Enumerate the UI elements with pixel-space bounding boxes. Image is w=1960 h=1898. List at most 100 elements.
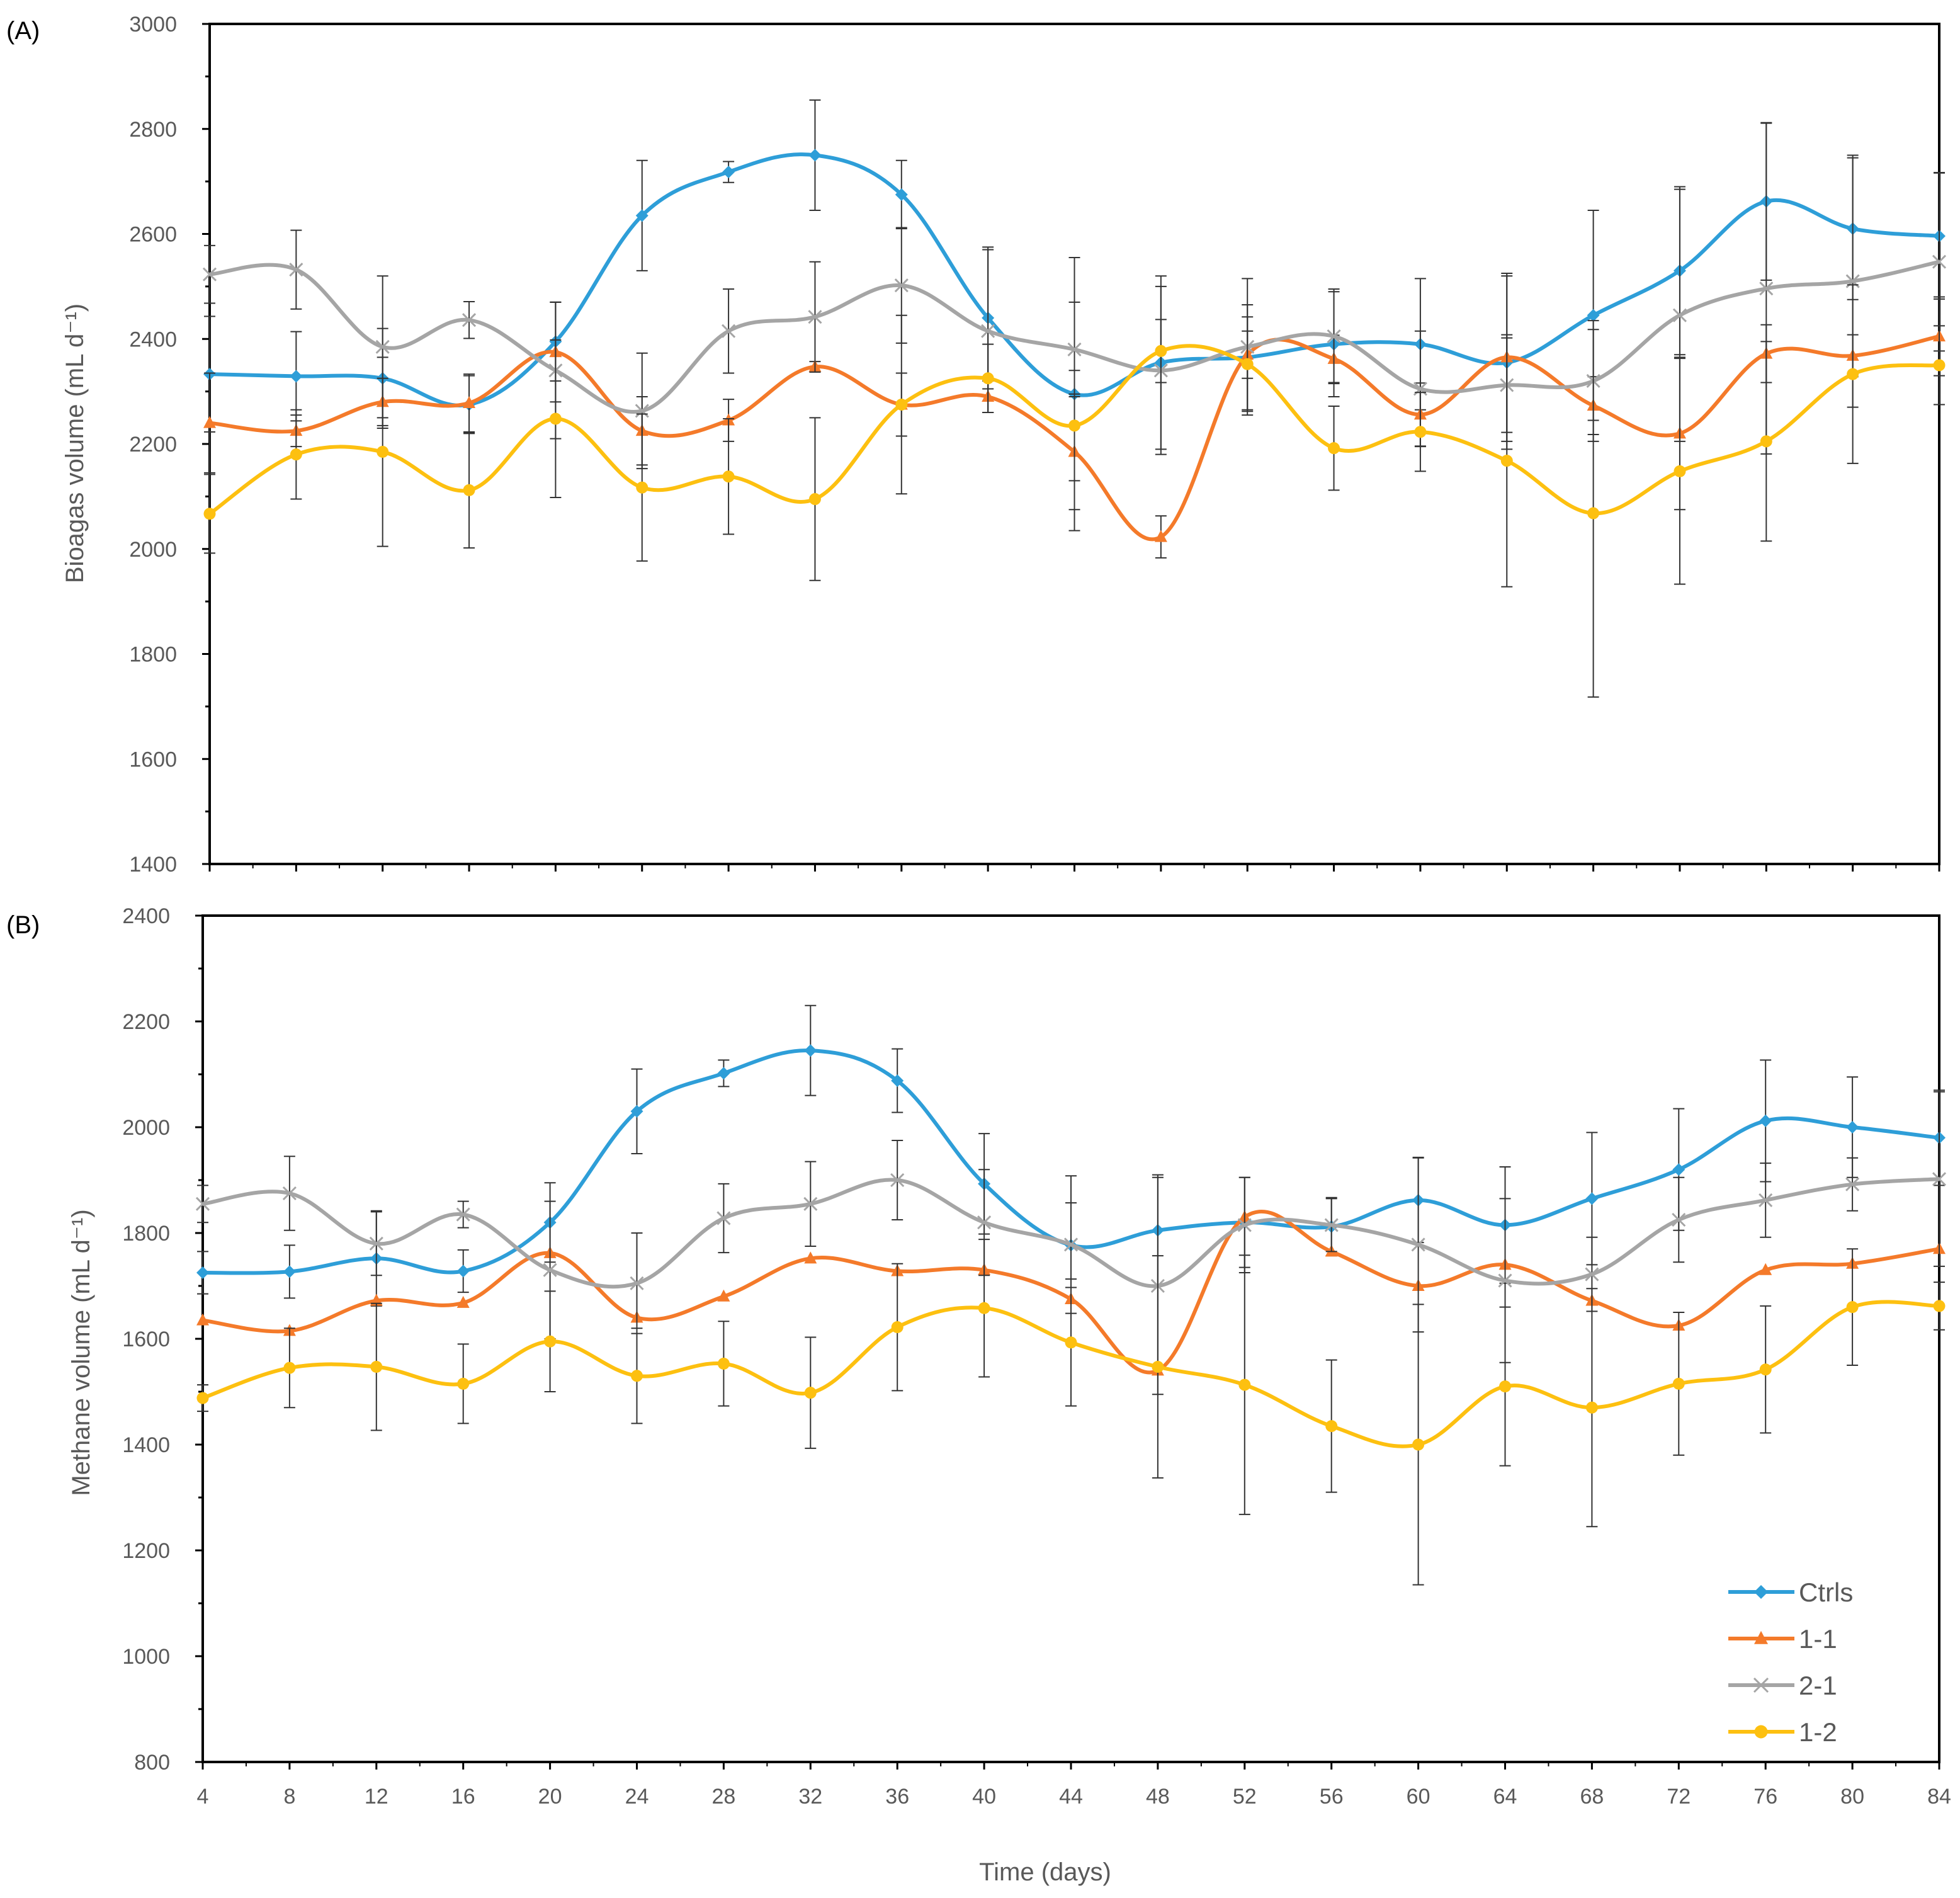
- y-tick-label: 2000: [129, 538, 177, 562]
- data-point: [803, 1196, 818, 1211]
- data-point: [456, 1264, 470, 1278]
- data-point: [457, 1377, 470, 1390]
- data-point: [1328, 442, 1340, 455]
- data-point: [1063, 1237, 1079, 1252]
- x-tick-label: 12: [365, 1785, 388, 1809]
- legend-label: 1-1: [1799, 1624, 1837, 1654]
- data-point: [1411, 1237, 1425, 1252]
- data-point: [1499, 1380, 1511, 1393]
- data-point: [375, 339, 390, 354]
- data-point: [978, 1302, 990, 1314]
- panel-a-label: (A): [6, 17, 40, 45]
- legend-marker: [1754, 1725, 1768, 1739]
- data-point: [1500, 455, 1513, 467]
- data-point: [1241, 358, 1254, 370]
- data-point: [1237, 1218, 1252, 1232]
- legend-label: 1-2: [1799, 1717, 1837, 1747]
- data-point: [1585, 1192, 1599, 1205]
- x-tick-label: 80: [1840, 1785, 1864, 1809]
- data-point: [808, 149, 822, 162]
- data-point: [377, 446, 389, 458]
- x-tick-label: 36: [885, 1785, 909, 1809]
- data-point: [1412, 1438, 1425, 1451]
- legend-label: Ctrls: [1799, 1577, 1853, 1607]
- x-tick-label: 28: [711, 1785, 735, 1809]
- data-point: [456, 1295, 470, 1308]
- data-point: [290, 448, 302, 461]
- data-point: [895, 188, 908, 201]
- x-tick-label: 16: [451, 1785, 475, 1809]
- legend-item: 1-2: [1728, 1717, 1837, 1747]
- data-point: [1498, 1273, 1512, 1288]
- legend-item: 2-1: [1728, 1671, 1837, 1700]
- data-point: [1414, 426, 1427, 438]
- data-point: [543, 1263, 557, 1277]
- data-point: [635, 209, 649, 222]
- y-tick-label: 1000: [122, 1645, 170, 1669]
- data-point: [1324, 1218, 1339, 1232]
- data-point: [202, 267, 217, 281]
- y-tick-label: 2600: [129, 223, 177, 247]
- data-point: [1067, 342, 1082, 356]
- x-tick-label: 4: [197, 1785, 209, 1809]
- y-tick-label: 2400: [122, 904, 170, 928]
- data-point: [1845, 1177, 1860, 1191]
- data-point: [283, 1361, 296, 1374]
- data-point: [549, 412, 562, 425]
- series-line: [209, 152, 1940, 407]
- data-point: [630, 1105, 643, 1118]
- data-point: [462, 313, 477, 327]
- data-point: [195, 1196, 210, 1211]
- panel-b-label: (B): [6, 911, 40, 939]
- data-point: [1760, 435, 1772, 448]
- data-point: [982, 372, 994, 385]
- data-point: [804, 1387, 817, 1399]
- x-tick-label: 32: [798, 1785, 822, 1809]
- data-point: [290, 370, 303, 383]
- data-point: [1846, 1301, 1859, 1314]
- y-tick-label: 2200: [122, 1010, 170, 1034]
- data-point: [717, 1357, 730, 1370]
- data-point: [717, 1211, 731, 1225]
- data-point: [1152, 1361, 1164, 1373]
- data-point: [1674, 465, 1686, 477]
- data-point: [1065, 1336, 1077, 1349]
- data-point: [1238, 1378, 1251, 1391]
- data-point: [1933, 359, 1946, 372]
- data-point: [1155, 344, 1167, 357]
- x-tick-label: 48: [1146, 1785, 1170, 1809]
- series-line: [202, 1177, 1940, 1289]
- data-point: [1933, 1300, 1946, 1312]
- x-tick-label: 68: [1580, 1785, 1604, 1809]
- data-point: [1154, 530, 1167, 542]
- y-tick-label: 1400: [122, 1433, 170, 1457]
- x-tick-label: 56: [1320, 1785, 1344, 1809]
- data-point: [722, 470, 735, 483]
- legend-marker: [1754, 1630, 1768, 1644]
- data-point: [1846, 1121, 1859, 1134]
- legend: Ctrls 1-1 2-1 1-2: [1728, 1577, 1853, 1747]
- y-tick-label: 1600: [129, 747, 177, 771]
- data-point: [370, 1361, 383, 1373]
- panel-a-y-axis-title: Bioagas volume (mL d⁻¹): [61, 304, 89, 583]
- data-point: [894, 278, 909, 293]
- data-point: [1932, 254, 1947, 269]
- data-point: [1759, 1363, 1772, 1376]
- data-point: [631, 1370, 643, 1382]
- data-point: [890, 1173, 905, 1188]
- x-tick-label: 84: [1927, 1785, 1951, 1809]
- data-point: [456, 1207, 470, 1222]
- x-tick-label: 64: [1493, 1785, 1517, 1809]
- legend-item: Ctrls: [1728, 1577, 1853, 1607]
- data-point: [369, 1236, 383, 1251]
- data-point: [895, 398, 908, 411]
- x-tick-label: 52: [1233, 1785, 1257, 1809]
- x-tick-label: 76: [1753, 1785, 1777, 1809]
- data-point: [1587, 507, 1600, 520]
- data-point: [722, 166, 735, 179]
- data-point: [1327, 329, 1341, 344]
- data-point: [1672, 1212, 1686, 1227]
- series-line: [209, 334, 1940, 542]
- legend-label: 2-1: [1799, 1671, 1837, 1700]
